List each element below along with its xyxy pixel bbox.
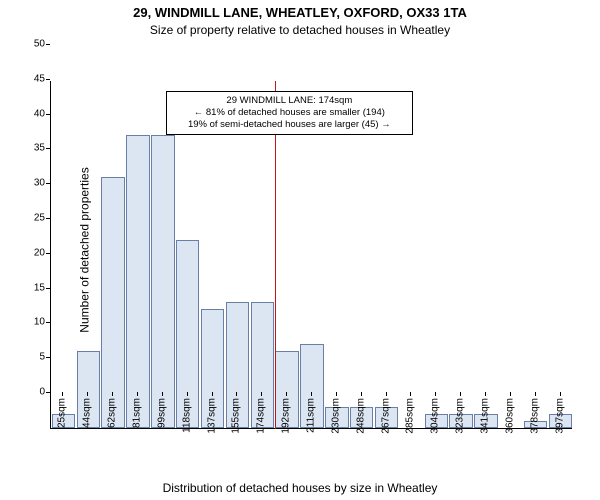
x-tick-mark <box>112 392 113 396</box>
x-tick-mark <box>336 392 337 396</box>
annotation-box: 29 WINDMILL LANE: 174sqm← 81% of detache… <box>166 91 413 135</box>
x-tick-label: 174sqm <box>256 398 267 434</box>
x-tick-mark <box>410 392 411 396</box>
x-tick-label: 378sqm <box>529 398 540 434</box>
histogram-bar <box>101 177 124 428</box>
x-tick-mark <box>560 392 561 396</box>
x-tick-label: 211sqm <box>306 398 317 433</box>
x-tick-label: 341sqm <box>480 398 491 434</box>
x-tick-label: 118sqm <box>181 398 192 433</box>
y-tick-mark <box>46 322 50 323</box>
x-axis-label: Distribution of detached houses by size … <box>0 481 600 495</box>
x-tick-mark <box>286 392 287 396</box>
x-tick-label: 99sqm <box>156 398 167 428</box>
y-tick-label: 30 <box>5 178 45 189</box>
x-tick-label: 397sqm <box>554 398 565 434</box>
x-tick-label: 137sqm <box>206 398 217 434</box>
y-tick-mark <box>46 288 50 289</box>
y-tick-mark <box>46 114 50 115</box>
x-tick-mark <box>62 392 63 396</box>
x-tick-label: 248sqm <box>355 398 366 434</box>
x-tick-label: 323sqm <box>455 398 466 434</box>
x-tick-label: 304sqm <box>430 398 441 434</box>
y-tick-mark <box>46 253 50 254</box>
x-tick-mark <box>435 392 436 396</box>
x-tick-mark <box>236 392 237 396</box>
y-tick-mark <box>46 183 50 184</box>
x-tick-mark <box>485 392 486 396</box>
x-tick-mark <box>510 392 511 396</box>
y-tick-mark <box>46 148 50 149</box>
x-tick-mark <box>261 392 262 396</box>
x-tick-mark <box>460 392 461 396</box>
page-subtitle: Size of property relative to detached ho… <box>0 21 600 37</box>
x-tick-mark <box>386 392 387 396</box>
y-tick-label: 25 <box>5 213 45 224</box>
annotation-line: ← 81% of detached houses are smaller (19… <box>172 107 407 119</box>
y-tick-label: 5 <box>5 352 45 363</box>
y-tick-mark <box>46 357 50 358</box>
y-tick-mark <box>46 218 50 219</box>
x-tick-label: 360sqm <box>504 398 515 434</box>
y-tick-label: 50 <box>5 39 45 50</box>
footer: Contains HM Land Registry data © Crown c… <box>0 495 600 500</box>
y-tick-label: 20 <box>5 247 45 258</box>
x-tick-label: 25sqm <box>57 398 68 428</box>
x-tick-label: 81sqm <box>132 398 143 428</box>
x-tick-mark <box>137 392 138 396</box>
x-tick-label: 192sqm <box>281 398 292 434</box>
page-title: 29, WINDMILL LANE, WHEATLEY, OXFORD, OX3… <box>0 0 600 21</box>
y-tick-label: 40 <box>5 108 45 119</box>
y-tick-mark <box>46 392 50 393</box>
x-tick-label: 155sqm <box>231 398 242 434</box>
x-tick-mark <box>187 392 188 396</box>
x-tick-mark <box>311 392 312 396</box>
annotation-line: 19% of semi-detached houses are larger (… <box>172 119 407 131</box>
x-tick-label: 44sqm <box>82 398 93 428</box>
plot-inner: 29 WINDMILL LANE: 174sqm← 81% of detache… <box>50 81 572 429</box>
y-tick-label: 45 <box>5 73 45 84</box>
histogram-bar <box>151 135 174 427</box>
y-tick-label: 35 <box>5 143 45 154</box>
x-tick-mark <box>87 392 88 396</box>
x-tick-label: 285sqm <box>405 398 416 434</box>
x-tick-label: 230sqm <box>330 398 341 434</box>
annotation-line: 29 WINDMILL LANE: 174sqm <box>172 95 407 107</box>
x-tick-mark <box>162 392 163 396</box>
y-tick-label: 10 <box>5 317 45 328</box>
x-tick-label: 267sqm <box>380 398 391 434</box>
y-tick-label: 0 <box>5 387 45 398</box>
histogram-bar <box>126 135 149 427</box>
x-tick-label: 62sqm <box>107 398 118 428</box>
y-tick-mark <box>46 44 50 45</box>
x-tick-mark <box>361 392 362 396</box>
x-tick-mark <box>535 392 536 396</box>
x-tick-mark <box>212 392 213 396</box>
y-tick-label: 15 <box>5 282 45 293</box>
y-tick-mark <box>46 79 50 80</box>
